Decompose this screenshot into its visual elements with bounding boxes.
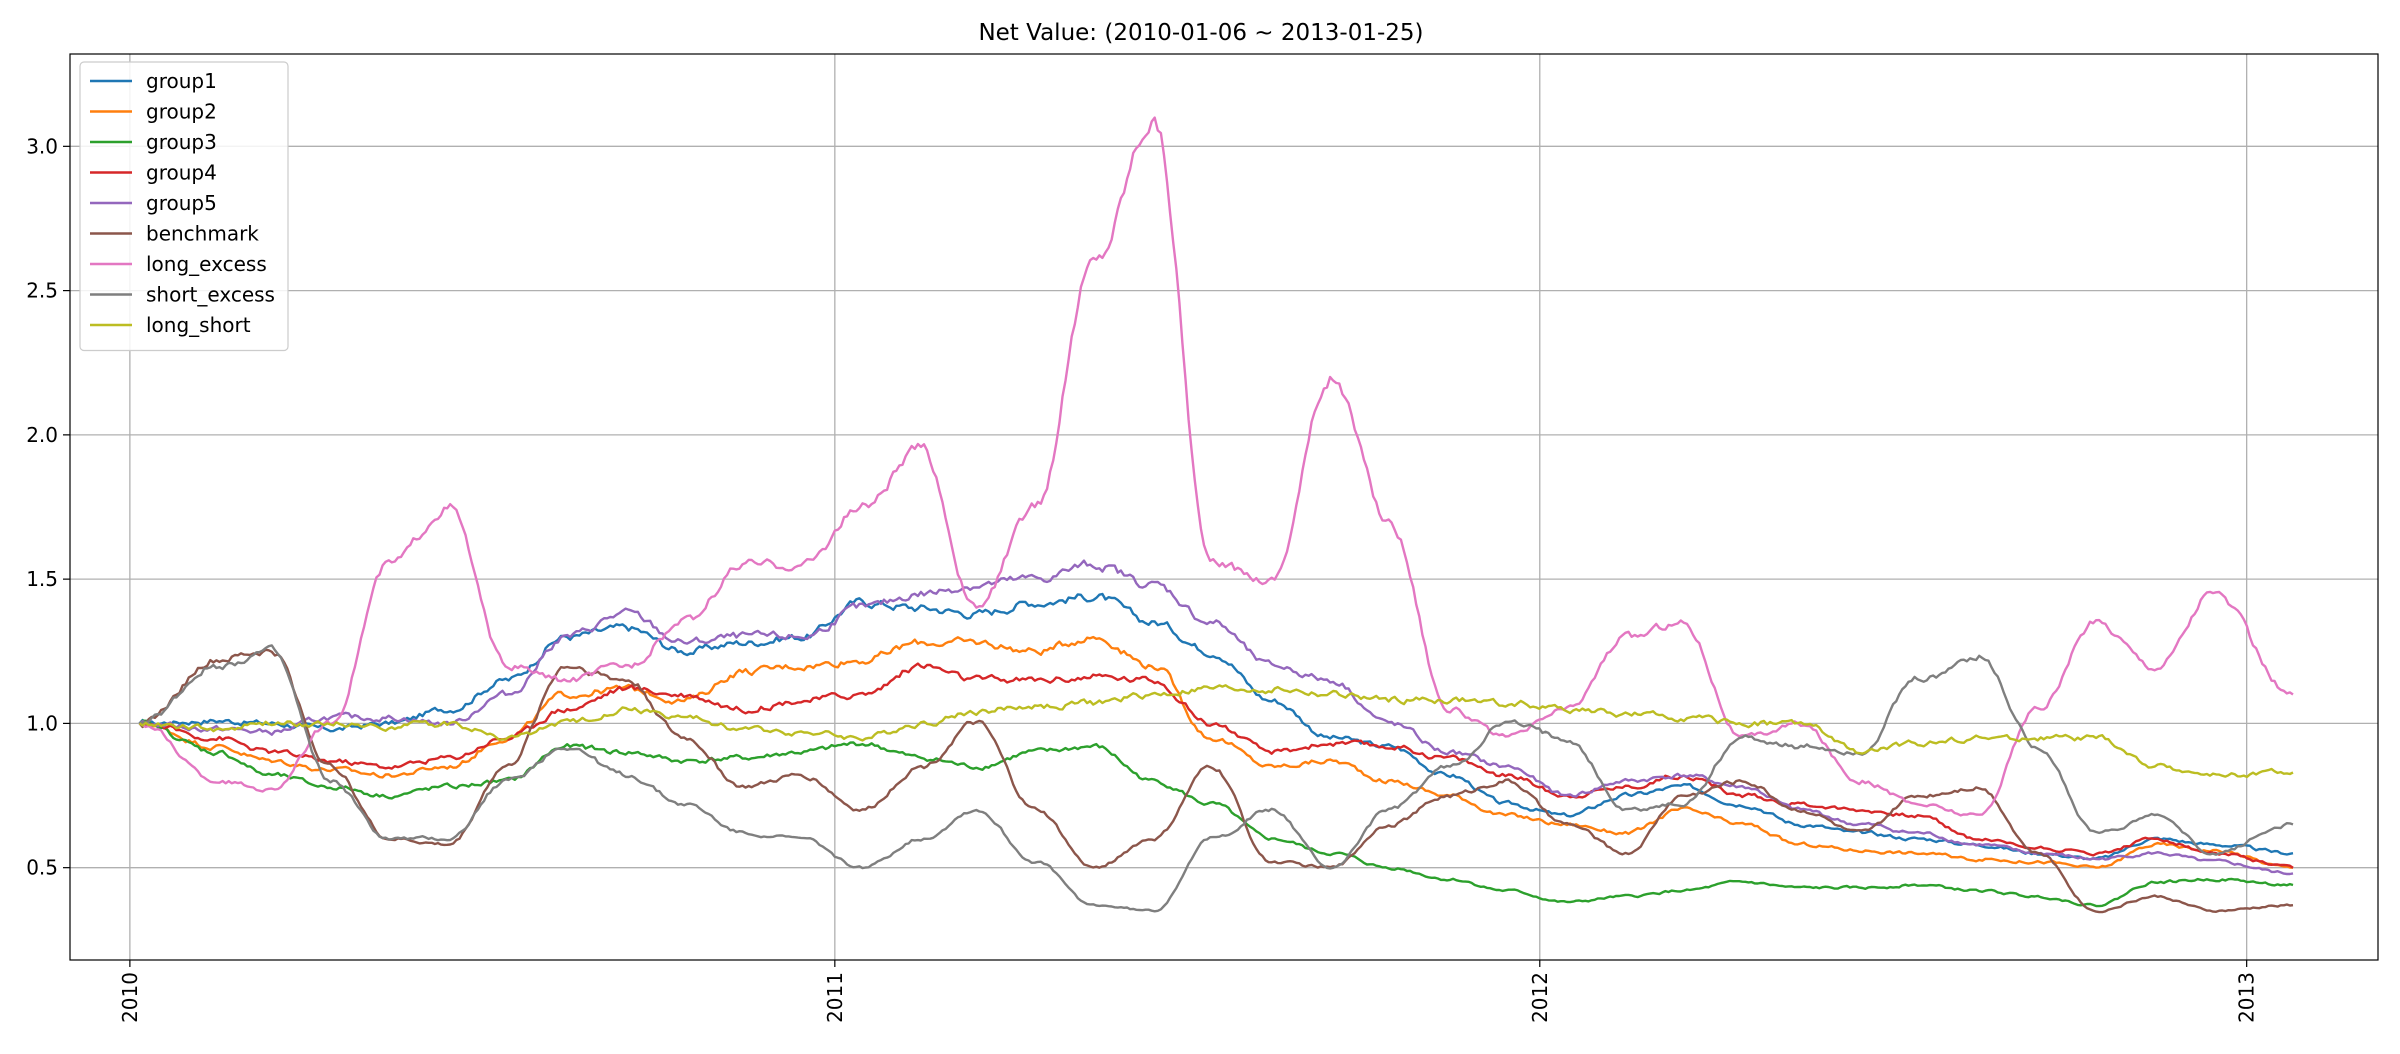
- y-tick-label: 0.5: [26, 856, 58, 880]
- legend-label-group3: group3: [146, 130, 217, 154]
- legend-label-group2: group2: [146, 100, 217, 124]
- series-line-group5: [138, 559, 2294, 876]
- legend-label-benchmark: benchmark: [146, 222, 259, 246]
- chart-title: Net Value: (2010-01-06 ~ 2013-01-25): [978, 20, 1423, 46]
- legend-label-long_excess: long_excess: [146, 252, 267, 276]
- y-tick-label: 1.5: [26, 567, 58, 591]
- legend-label-group4: group4: [146, 161, 217, 185]
- series-line-group2: [139, 635, 2294, 869]
- y-tick-label: 3.0: [26, 134, 58, 158]
- legend-label-short_excess: short_excess: [146, 283, 275, 307]
- plot-frame: [69, 53, 2379, 961]
- y-tick-label: 2.5: [26, 279, 58, 303]
- legend-label-long_short: long_short: [146, 313, 251, 337]
- series-line-short_excess: [139, 644, 2294, 913]
- series-lines: [138, 116, 2294, 914]
- x-tick-label: 2011: [823, 972, 847, 1023]
- series-line-benchmark: [138, 648, 2294, 914]
- legend: group1 group2 group3 group4 group5 benchmark l…: [79, 61, 289, 352]
- legend-label-group5: group5: [146, 191, 217, 215]
- series-line-group3: [138, 719, 2294, 908]
- axes: 0.5 1.0 1.5 2.0 2.5 3.0 2010 2011 2012 2013: [26, 134, 2258, 1023]
- x-tick-label: 2012: [1528, 972, 1552, 1023]
- y-tick-label: 2.0: [26, 423, 58, 447]
- y-tick-label: 1.0: [26, 711, 58, 735]
- legend-label-group1: group1: [146, 69, 217, 93]
- x-tick-label: 2010: [118, 972, 142, 1023]
- x-tick-label: 2013: [2235, 972, 2259, 1023]
- series-line-group1: [138, 592, 2294, 861]
- legend-box: [79, 61, 289, 352]
- grid-lines: [70, 54, 2378, 960]
- series-line-long_short: [138, 684, 2294, 779]
- series-line-long_excess: [138, 116, 2294, 817]
